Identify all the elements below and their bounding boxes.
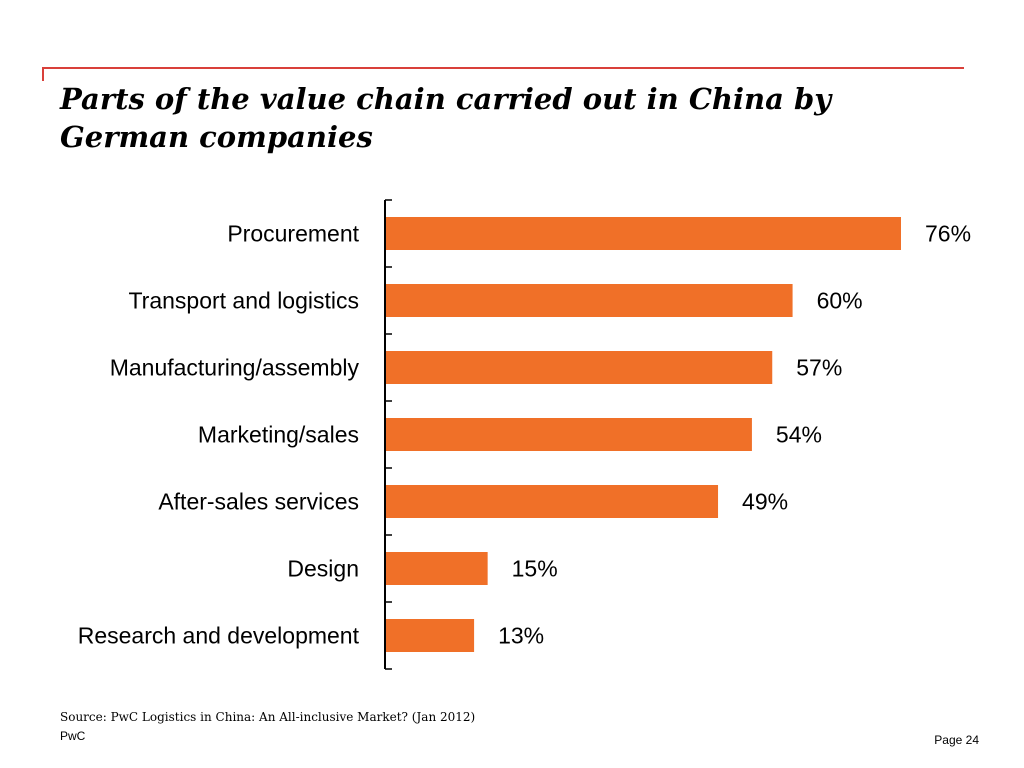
bar	[386, 619, 475, 652]
category-label: Research and development	[78, 623, 360, 649]
bar	[386, 217, 901, 250]
category-label: Manufacturing/assembly	[110, 355, 360, 381]
bar	[386, 418, 752, 451]
bar-chart: Procurement 76% Transport and logistics 60%…	[78, 199, 971, 670]
category-label: Transport and logistics	[128, 288, 359, 314]
page-number: Page 24	[934, 733, 979, 747]
data-label: 60%	[817, 288, 863, 314]
data-label: 15%	[512, 556, 558, 582]
top-divider	[42, 67, 964, 69]
slide-title: Parts of the value chain carried out in …	[60, 82, 832, 154]
top-divider-tick	[42, 67, 44, 81]
bar	[386, 351, 773, 384]
source-note: Source: PwC Logistics in China: An All-i…	[60, 710, 476, 724]
data-label: 54%	[776, 422, 822, 448]
bar	[386, 485, 719, 518]
data-label: 49%	[742, 489, 788, 515]
brand-label: PwC	[60, 729, 86, 743]
category-label: Design	[287, 556, 359, 582]
category-label: Marketing/sales	[198, 422, 359, 448]
bar	[386, 552, 488, 585]
data-label: 76%	[925, 221, 971, 247]
category-label: Procurement	[227, 221, 359, 247]
bar	[386, 284, 793, 317]
category-label: After-sales services	[158, 489, 359, 515]
data-label: 13%	[498, 623, 544, 649]
data-label: 57%	[796, 355, 842, 381]
